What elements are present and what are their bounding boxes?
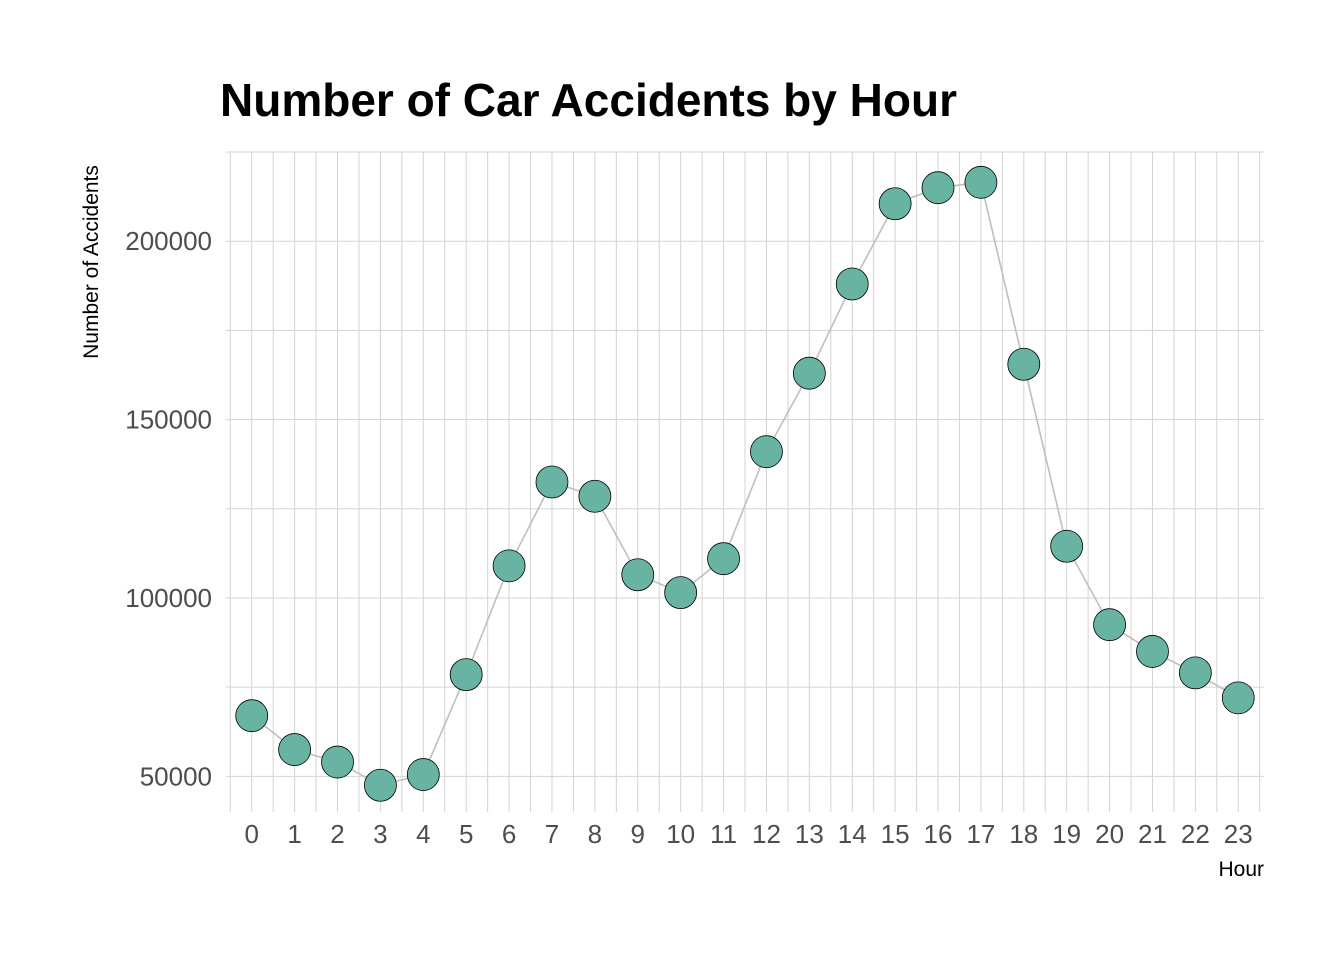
- data-point: [364, 768, 397, 802]
- y-tick-label: 100000: [125, 583, 212, 613]
- y-tick-label: 50000: [140, 761, 212, 791]
- data-point: [1136, 635, 1169, 668]
- data-point: [449, 658, 483, 692]
- data-point: [707, 542, 740, 576]
- data-point: [406, 758, 440, 791]
- data-point: [921, 171, 955, 205]
- x-tick-label: 23: [1224, 819, 1253, 849]
- x-tick-label: 13: [795, 819, 824, 849]
- data-point: [1050, 529, 1084, 563]
- x-tick-label: 10: [666, 819, 695, 849]
- x-tick-label: 12: [752, 819, 781, 849]
- data-point: [278, 733, 312, 766]
- chart-title: Number of Car Accidents by Hour: [220, 74, 957, 126]
- data-point: [535, 465, 569, 499]
- x-tick-label: 11: [710, 819, 737, 849]
- y-axis-title: Number of Accidents: [80, 165, 103, 359]
- x-tick-label: 0: [245, 819, 259, 849]
- data-point: [964, 165, 998, 199]
- x-tick-label: 19: [1052, 819, 1081, 849]
- x-tick-label: 20: [1095, 819, 1124, 849]
- x-tick-label: 21: [1138, 819, 1167, 849]
- x-tick-label: 8: [588, 819, 602, 849]
- y-tick-label: 200000: [125, 226, 212, 256]
- x-tick-label: 5: [459, 819, 473, 849]
- x-tick-label: 22: [1181, 819, 1210, 849]
- x-axis-title: Hour: [1218, 858, 1264, 881]
- x-axis-tick-labels: 0 1 2 3 4 5 6 7 8 9 10 11 12 13 14 15 16 17 18 19 20 21 22 23: [245, 819, 1253, 849]
- data-point: [492, 549, 526, 583]
- data-points: [235, 165, 1255, 802]
- data-point: [321, 745, 354, 779]
- data-point: [1007, 347, 1041, 381]
- data-point: [1093, 608, 1126, 642]
- data-point: [578, 479, 612, 513]
- x-tick-label: 2: [330, 819, 344, 849]
- x-tick-label: 7: [545, 819, 559, 849]
- data-point: [664, 576, 698, 609]
- x-tick-label: 1: [287, 819, 301, 849]
- y-tick-label: 150000: [125, 405, 212, 435]
- x-tick-label: 6: [502, 819, 516, 849]
- x-tick-label: 15: [881, 819, 910, 849]
- data-point: [1178, 656, 1212, 690]
- y-axis-tick-labels: 50000 100000 150000 200000: [125, 226, 212, 791]
- x-tick-label: 18: [1009, 819, 1038, 849]
- x-tick-label: 16: [924, 819, 953, 849]
- x-tick-label: 9: [631, 819, 645, 849]
- data-point: [750, 435, 783, 469]
- x-tick-label: 17: [966, 819, 995, 849]
- data-point: [835, 267, 869, 301]
- data-point: [878, 187, 912, 221]
- x-tick-label: 14: [838, 819, 867, 849]
- x-tick-label: 3: [373, 819, 387, 849]
- data-point: [1221, 681, 1255, 715]
- x-tick-label: 4: [416, 819, 430, 849]
- grid-lines: [226, 151, 1264, 812]
- data-point: [235, 699, 269, 733]
- data-point: [621, 558, 655, 592]
- data-point: [792, 356, 826, 390]
